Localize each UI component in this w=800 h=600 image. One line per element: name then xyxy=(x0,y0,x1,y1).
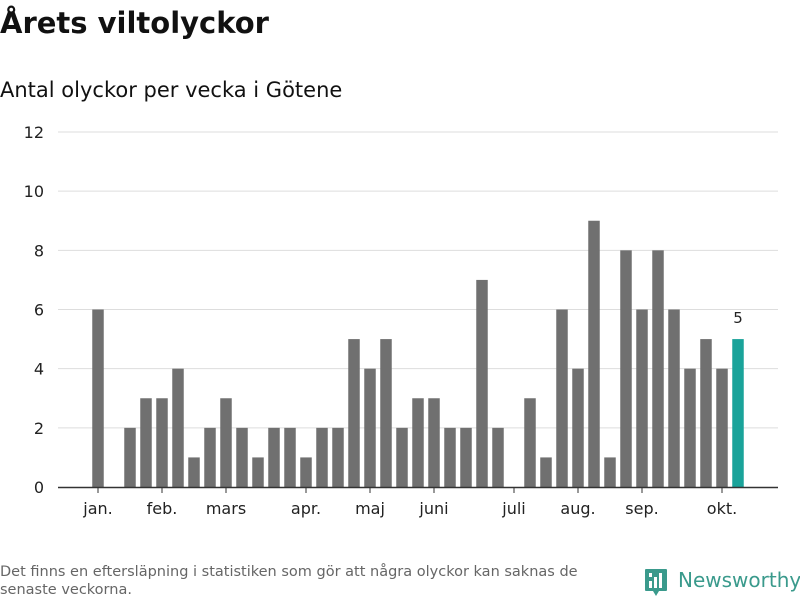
bar-week-8 xyxy=(204,427,216,487)
bar-week-12 xyxy=(268,427,280,487)
brand-name: Newsworthy xyxy=(678,568,800,592)
bar-week-10 xyxy=(236,427,248,487)
bar-week-24 xyxy=(460,427,472,487)
y-tick-label: 10 xyxy=(24,182,44,201)
bar-week-20 xyxy=(396,427,408,487)
y-tick-label: 6 xyxy=(34,301,44,320)
bar-week-25 xyxy=(476,279,488,487)
bar-week-18 xyxy=(364,368,376,487)
y-tick-label: 0 xyxy=(34,478,44,497)
y-tick-label: 8 xyxy=(34,241,44,260)
x-tick-label: jan. xyxy=(82,499,112,518)
bar-week-34 xyxy=(620,250,632,487)
bar-week-35 xyxy=(636,309,648,487)
x-tick-label: maj xyxy=(355,499,385,518)
bar-week-30 xyxy=(556,309,568,487)
bar-week-41 xyxy=(732,339,744,487)
bars xyxy=(92,220,744,487)
bar-week-33 xyxy=(604,457,616,487)
bar-week-11 xyxy=(252,457,264,487)
bar-week-1 xyxy=(92,309,104,487)
bar-week-6 xyxy=(172,368,184,487)
data-labels: 5 xyxy=(733,309,743,327)
bar-week-39 xyxy=(700,339,712,487)
x-tick-label: apr. xyxy=(291,499,321,518)
bar-week-4 xyxy=(140,398,152,487)
y-tick-label: 4 xyxy=(34,360,44,379)
bar-week-37 xyxy=(668,309,680,487)
data-label: 5 xyxy=(733,309,743,327)
bar-week-38 xyxy=(684,368,696,487)
bar-week-21 xyxy=(412,398,424,487)
x-tick-label: juli xyxy=(501,499,525,518)
bar-week-9 xyxy=(220,398,232,487)
bar-week-5 xyxy=(156,398,168,487)
bar-week-7 xyxy=(188,457,200,487)
x-tick-label: aug. xyxy=(560,499,595,518)
y-tick-label: 2 xyxy=(34,419,44,438)
bar-week-3 xyxy=(124,427,136,487)
y-axis-ticks: 0 2 4 6 8 10 12 xyxy=(24,123,44,497)
y-tick-label: 12 xyxy=(24,123,44,142)
newsworthy-logo-icon xyxy=(645,569,667,596)
x-axis-ticks: jan. feb. mars apr. maj juni juli aug. sep. okt. xyxy=(82,487,737,518)
chart-subtitle: Antal olyckor per vecka i Götene xyxy=(0,78,343,102)
brand-logo: Newsworthy xyxy=(644,568,800,600)
bar-week-40 xyxy=(716,368,728,487)
bar-week-15 xyxy=(316,427,328,487)
bar-week-31 xyxy=(572,368,584,487)
bar-week-16 xyxy=(332,427,344,487)
bar-week-17 xyxy=(348,339,360,487)
x-tick-label: sep. xyxy=(625,499,658,518)
bar-week-26 xyxy=(492,427,504,487)
x-tick-label: okt. xyxy=(707,499,737,518)
x-tick-label: mars xyxy=(206,499,246,518)
bar-week-22 xyxy=(428,398,440,487)
bar-week-19 xyxy=(380,339,392,487)
bar-week-28 xyxy=(524,398,536,487)
footnote: Det finns en eftersläpning i statistiken… xyxy=(0,564,578,598)
page-title: Årets viltolyckor xyxy=(0,6,269,40)
x-tick-label: feb. xyxy=(147,499,178,518)
bar-chart: 0 2 4 6 8 10 12 jan. feb. mars apr. maj juni juli aug… xyxy=(24,123,778,518)
bar-week-23 xyxy=(444,427,456,487)
bar-week-14 xyxy=(300,457,312,487)
bar-week-36 xyxy=(652,250,664,487)
x-tick-label: juni xyxy=(418,499,448,518)
bar-week-32 xyxy=(588,220,600,487)
bar-week-13 xyxy=(284,427,296,487)
bar-week-29 xyxy=(540,457,552,487)
